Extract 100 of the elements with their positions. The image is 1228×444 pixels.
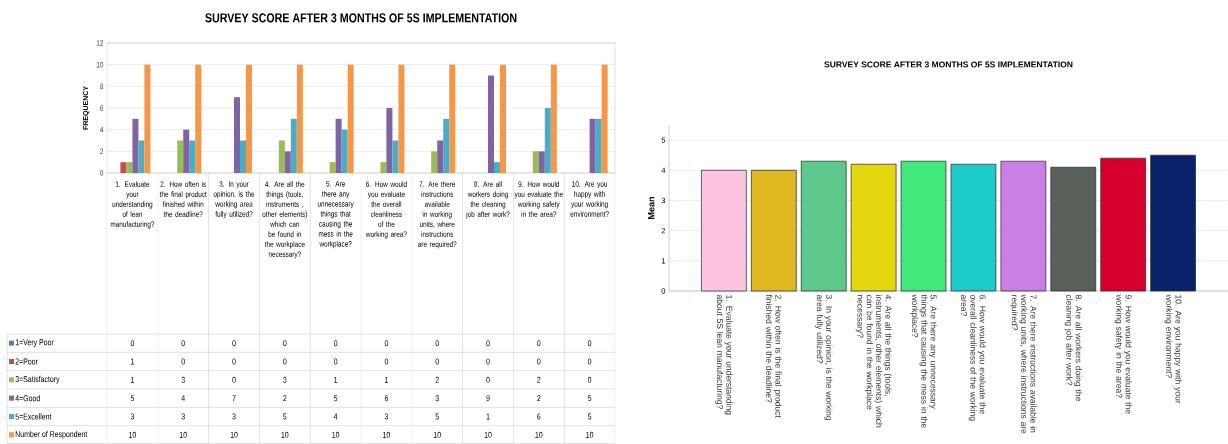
bar <box>120 162 127 173</box>
data-label: 0 <box>181 358 185 365</box>
data-label: 10 <box>586 431 594 438</box>
bar <box>1050 166 1097 292</box>
bar <box>751 169 797 292</box>
x-tick-label: 9. How would you evaluate the working safety in the area? <box>1114 294 1132 414</box>
bar <box>544 107 551 173</box>
bar <box>347 64 354 173</box>
bar <box>234 97 241 173</box>
data-label: 0 <box>181 340 185 347</box>
x-tick-label: 3. In your opinion, is the working area fully utilized? <box>815 294 833 421</box>
bar <box>431 151 438 173</box>
bar <box>246 64 253 173</box>
bar <box>538 151 545 173</box>
data-label: 5 <box>587 413 592 420</box>
legend-label: 4=Good <box>15 395 40 402</box>
y-axis-title: Mean <box>648 197 655 219</box>
data-label: 2 <box>435 376 439 383</box>
y-tick-label: 2 <box>100 148 104 155</box>
bar <box>449 64 456 173</box>
data-label: 3 <box>130 413 135 420</box>
bar <box>278 140 285 173</box>
bar <box>296 64 303 173</box>
data-label: 6 <box>384 395 389 402</box>
chart-title: SURVEY SCORE AFTER 3 MONTHS OF 5S IMPLEMENTATION <box>824 61 1073 68</box>
bar <box>1150 154 1196 292</box>
data-label: 10 <box>383 431 391 438</box>
bar <box>550 64 557 173</box>
bar <box>488 75 495 173</box>
data-label: 10 <box>332 431 340 438</box>
data-label: 0 <box>435 340 439 347</box>
data-label: 3 <box>232 413 236 420</box>
bar <box>500 64 507 173</box>
data-label: 10 <box>484 431 492 438</box>
bar <box>341 129 348 173</box>
data-label: 10 <box>179 431 187 438</box>
data-label: 0 <box>486 358 490 365</box>
data-label: 0 <box>435 358 439 365</box>
data-label: 0 <box>283 340 287 347</box>
x-tick-label: 6. How would you evaluate the overall cleanliness of the working area? <box>961 294 986 421</box>
bar <box>1000 160 1047 292</box>
data-label: 0 <box>333 358 338 365</box>
data-label: 5 <box>435 413 439 420</box>
bar <box>900 160 947 292</box>
bar <box>335 118 342 173</box>
bar <box>701 169 747 292</box>
bar <box>532 151 539 173</box>
data-label: 2 <box>537 395 541 402</box>
data-label: 1 <box>334 376 338 383</box>
legend-label: 2=Poor <box>15 358 38 365</box>
data-label: 0 <box>232 358 236 365</box>
x-tick-label: 1. Evaluate your understanding about 5S lean manufacturing? <box>715 294 733 415</box>
y-tick-label: 0 <box>100 170 104 176</box>
data-label: 4 <box>181 395 185 402</box>
y-tick-label: 8 <box>100 83 104 90</box>
bar <box>380 162 387 173</box>
bar <box>189 140 196 173</box>
bar <box>386 107 393 173</box>
x-tick-label: 5. Are there any unnecessary things that causing the mess in the workplace? <box>910 294 937 428</box>
data-label: 0 <box>232 376 236 383</box>
bar <box>284 151 291 173</box>
bar <box>494 162 501 173</box>
chart-title: SURVEY SCORE AFTER 3 MONTHS OF 5S IMPLEMENTATION <box>205 13 517 23</box>
bar <box>240 140 247 173</box>
data-label: 3 <box>435 395 439 402</box>
bar <box>800 160 847 292</box>
legend-label: 1=Very Poor <box>15 339 54 347</box>
bar <box>177 140 184 173</box>
data-label: 3 <box>181 376 185 383</box>
data-label: 1 <box>131 358 135 365</box>
bar <box>195 64 202 173</box>
x-tick-label: 10. Are you happy with your working environment? <box>1164 294 1182 404</box>
bar <box>601 64 608 173</box>
data-label: 2 <box>283 395 287 402</box>
data-label: 0 <box>384 358 389 365</box>
data-label: 0 <box>486 376 490 383</box>
legend-label: 3=Satisfactory <box>15 375 60 384</box>
data-label: 0 <box>232 340 236 347</box>
data-label: 10 <box>129 431 137 438</box>
bar <box>183 129 190 173</box>
data-label: 5 <box>283 413 287 420</box>
x-tick-label: 8. Are all workers doing the cleaning job after work? <box>1064 294 1082 401</box>
data-label: 0 <box>130 340 135 347</box>
bar <box>589 118 596 173</box>
bar <box>126 162 133 173</box>
data-label: 9 <box>486 395 490 402</box>
data-label: 5 <box>333 395 338 402</box>
data-label: 10 <box>281 431 289 438</box>
bar <box>138 140 145 173</box>
data-label: 0 <box>587 340 592 347</box>
x-tick-label: 4. Are all the things (tools, instruments, other elements) which can be found in the workplace necessary? <box>855 294 892 428</box>
bar <box>1100 157 1146 292</box>
legend-label: Number of Respondent <box>15 430 88 439</box>
data-label: 0 <box>537 358 541 365</box>
data-label: 7 <box>232 395 236 402</box>
data-label: 0 <box>587 358 592 365</box>
data-label: 10 <box>230 431 238 438</box>
data-label: 1 <box>385 376 388 383</box>
data-label: 2 <box>537 376 541 383</box>
bar <box>850 163 897 292</box>
